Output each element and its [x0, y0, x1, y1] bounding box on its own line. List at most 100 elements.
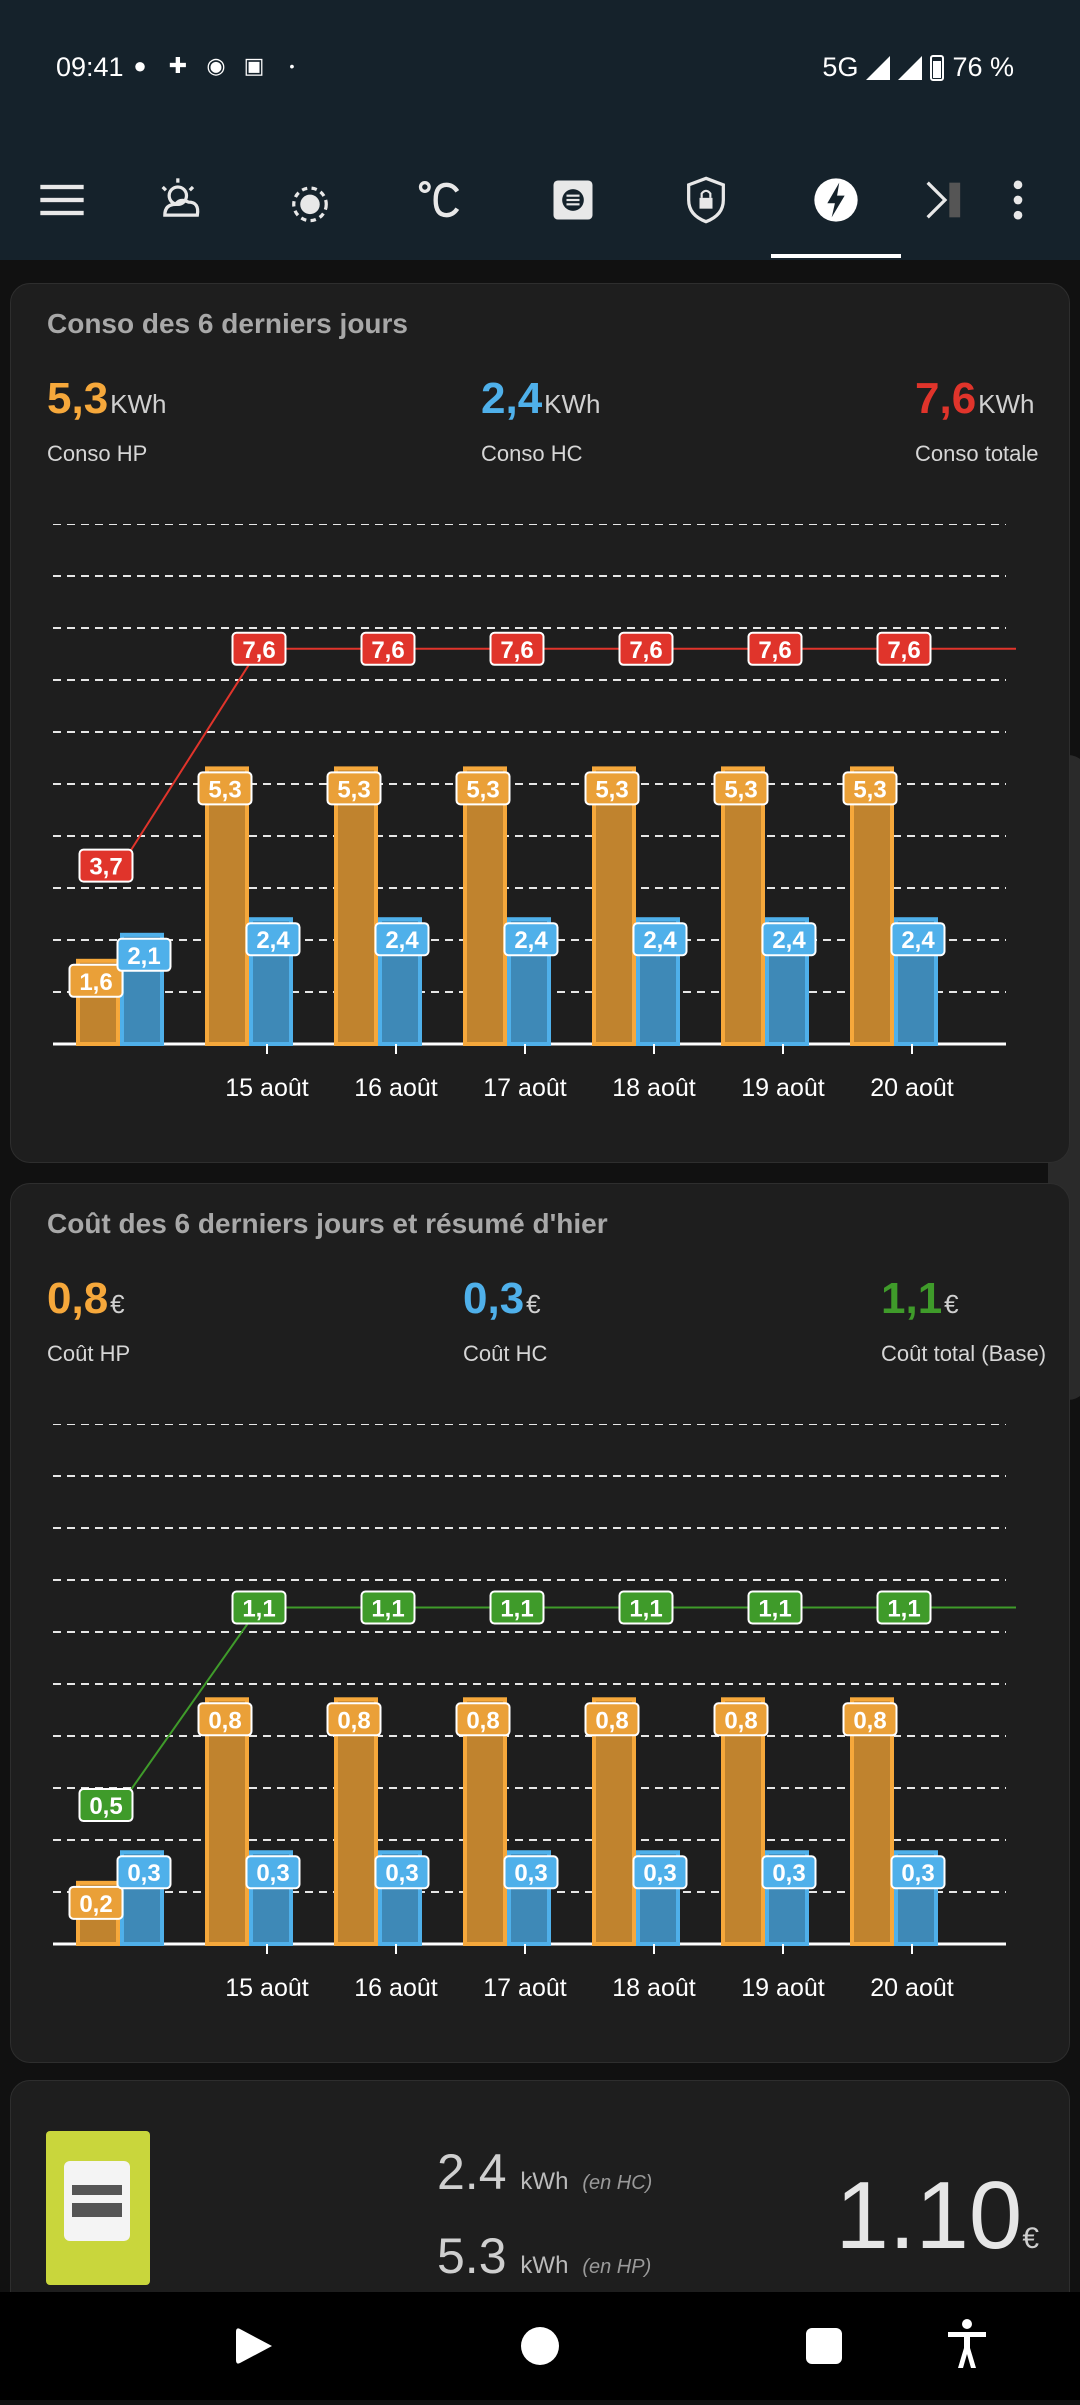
recents-button[interactable]: [806, 2328, 842, 2364]
data-label-hc-text: 0,3: [514, 1860, 547, 1887]
data-label-hp-text: 0,8: [595, 1707, 628, 1734]
more-notifications-dot-icon: •: [289, 58, 295, 74]
data-label-hp-text: 5,3: [337, 776, 370, 803]
data-label-total-text: 1,1: [371, 1596, 404, 1623]
data-label-hp-text: 5,3: [466, 776, 499, 803]
x-tick-label: 20 août: [870, 1074, 953, 1102]
stat-hc-value: 0,3€: [463, 1274, 541, 1323]
x-tick-label: 15 août: [225, 1974, 308, 2002]
cost-chart: 0,2 0,3 15 août 0,8 0,3 16 août 0,8 0,3 17 août 0…: [53, 1424, 1016, 2002]
data-label-hp: 5,3: [455, 771, 511, 806]
data-label-total-box: [231, 631, 287, 666]
selected-tab-indicator: [771, 254, 901, 258]
data-label-hp-box: [713, 771, 769, 806]
data-label-hp: 5,3: [713, 771, 769, 806]
bar-hp: [721, 766, 765, 1046]
data-label-hc-box: [245, 922, 301, 957]
sun-settings-icon[interactable]: [280, 170, 340, 230]
data-label-hc: 0,3: [761, 1855, 817, 1890]
data-label-total-box: [489, 631, 545, 666]
accessibility-icon[interactable]: [948, 2319, 986, 2368]
data-label-hc: 2,4: [374, 922, 430, 957]
data-label-hc: 0,3: [374, 1855, 430, 1890]
system-navigation-bar: [0, 2292, 1080, 2400]
data-label-hp-box: [197, 771, 253, 806]
data-label-total: 1,1: [618, 1590, 674, 1625]
home-button[interactable]: [521, 2327, 559, 2365]
app-notification-icon: ▣: [243, 53, 265, 78]
data-label-total-text: 1,1: [242, 1596, 275, 1623]
security-icon[interactable]: [676, 170, 736, 230]
data-label-total: 1,1: [876, 1590, 932, 1625]
more-tabs-icon[interactable]: [915, 170, 975, 230]
data-label-hc-box: [374, 922, 430, 957]
data-label-hp: 0,8: [197, 1702, 253, 1737]
data-label-hc: 2,4: [503, 922, 559, 957]
list-icon[interactable]: [543, 170, 603, 230]
energy-icon[interactable]: [806, 170, 866, 230]
bar-hp: [463, 766, 507, 1046]
data-label-hp-text: 0,8: [208, 1707, 241, 1734]
temperature-icon[interactable]: [410, 170, 470, 230]
x-tick-label: 17 août: [483, 1974, 566, 2002]
data-label-hp: 0,2: [68, 1885, 124, 1920]
card-title: Coût des 6 derniers jours et résumé d'hi…: [47, 1208, 608, 1239]
data-label-hc-box: [503, 1855, 559, 1890]
menu-icon[interactable]: [32, 170, 92, 230]
data-label-hc-text: 0,3: [643, 1860, 676, 1887]
data-label-hp-text: 0,8: [724, 1707, 757, 1734]
data-label-hc: 0,3: [503, 1855, 559, 1890]
network-type: 5G: [822, 52, 859, 82]
data-label-hc: 2,4: [245, 922, 301, 957]
data-label-total: 1,1: [231, 1590, 287, 1625]
data-label-hp: 0,8: [455, 1702, 511, 1737]
data-label-hp: 5,3: [197, 771, 253, 806]
data-label-hc-text: 0,3: [256, 1860, 289, 1887]
data-label-total-text: 1,1: [887, 1596, 920, 1623]
data-label-hc-box: [503, 922, 559, 957]
stat-total-value: 7,6KWh: [915, 374, 1035, 423]
status-time: 09:41: [56, 52, 124, 82]
data-label-total-text: 0,5: [89, 1793, 122, 1820]
data-label-hp-box: [842, 1702, 898, 1737]
data-label-hp: 0,8: [584, 1702, 640, 1737]
bar-hp: [592, 766, 636, 1046]
data-label-hp: 0,8: [326, 1702, 382, 1737]
back-button[interactable]: [236, 2328, 272, 2364]
data-label-hp-text: 0,2: [79, 1891, 112, 1918]
health-notification-icon: ✚: [168, 53, 188, 78]
x-tick-label: 19 août: [741, 1974, 824, 2002]
data-label-hc-box: [890, 1855, 946, 1890]
data-label-hc-box: [761, 922, 817, 957]
x-tick-label: 18 août: [612, 1074, 695, 1102]
overflow-menu-icon[interactable]: [988, 170, 1048, 230]
weather-icon[interactable]: [150, 170, 210, 230]
x-tick-label: 20 août: [870, 1974, 953, 2002]
x-tick-label: 19 août: [741, 1074, 824, 1102]
data-label-hc-box: [245, 1855, 301, 1890]
data-label-total-box: [618, 631, 674, 666]
data-label-hc-text: 0,3: [772, 1860, 805, 1887]
data-label-total-box: [747, 1590, 803, 1625]
ghost-notification-icon: ◉: [206, 53, 226, 78]
stat-hc-label: Conso HC: [481, 441, 583, 466]
data-label-total-text: 1,1: [500, 1596, 533, 1623]
data-label-total-text: 1,1: [758, 1596, 791, 1623]
data-label-total-box: [618, 1590, 674, 1625]
data-label-total-box: [876, 631, 932, 666]
wifi-signal-icon: [866, 55, 891, 80]
data-label-total: 1,1: [489, 1590, 545, 1625]
data-label-hc-box: [116, 1855, 172, 1890]
summary-total-cost: 1.10€: [835, 2162, 1039, 2269]
data-label-hc: 0,3: [116, 1855, 172, 1890]
data-label-hp-text: 5,3: [853, 776, 886, 803]
bar-hp: [850, 1697, 894, 1947]
data-label-hc-text: 2,4: [772, 927, 806, 954]
data-label-hp: 5,3: [842, 771, 898, 806]
data-label-hp-box: [68, 1885, 124, 1920]
data-label-total-box: [360, 631, 416, 666]
stat-hc-label: Coût HC: [463, 1341, 548, 1366]
data-label-hp: 5,3: [326, 771, 382, 806]
stat-total-label: Coût total (Base): [881, 1341, 1047, 1366]
data-label-hc-text: 0,3: [901, 1860, 934, 1887]
